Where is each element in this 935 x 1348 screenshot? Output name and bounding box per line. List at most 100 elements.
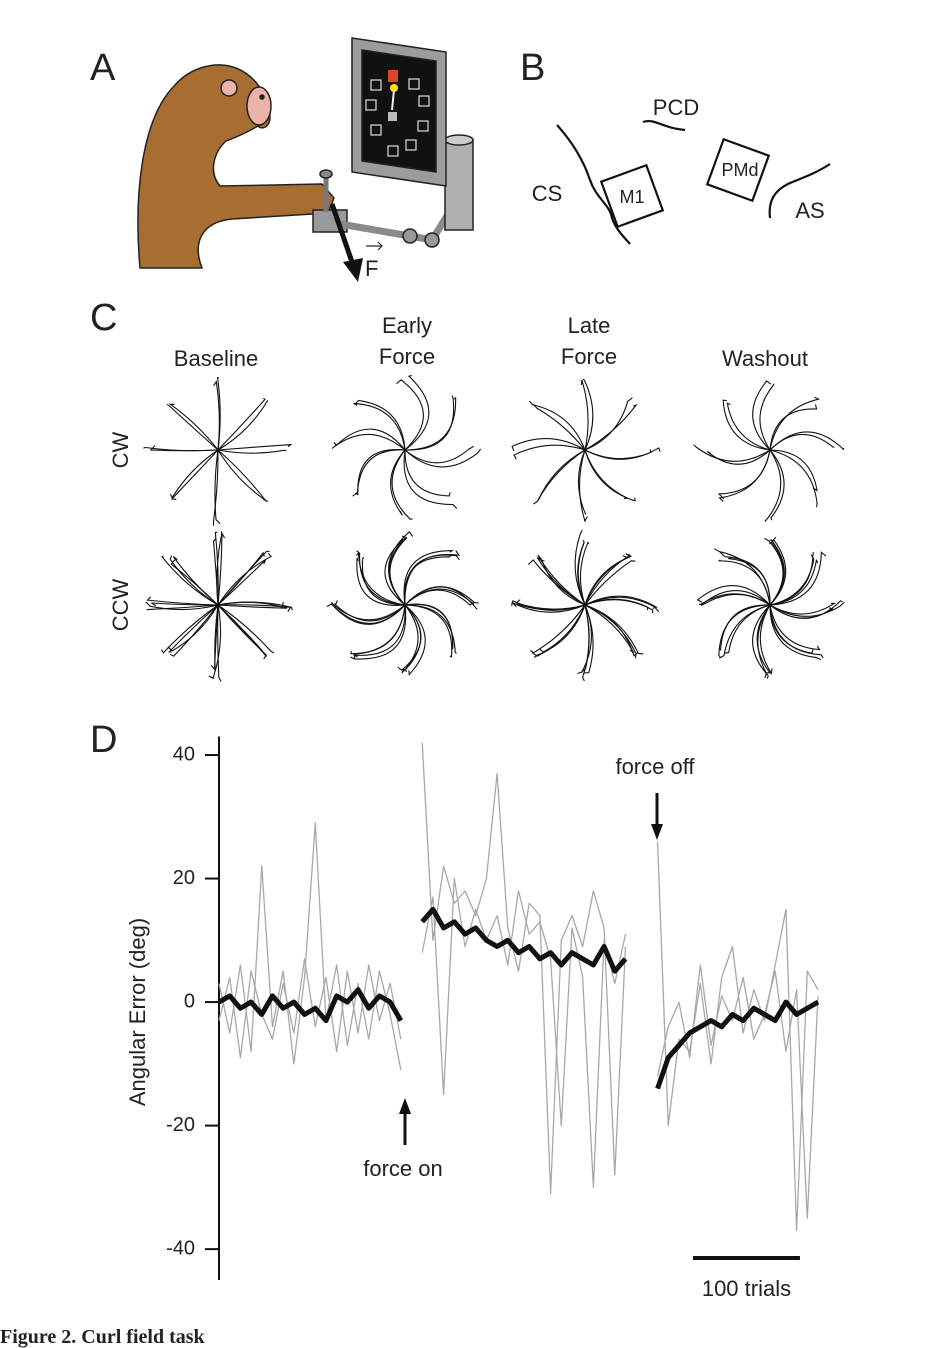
trajectory	[330, 602, 406, 621]
trajectory	[404, 589, 473, 606]
trajectory	[717, 559, 771, 606]
trajectory	[217, 604, 267, 660]
trajectory	[212, 449, 219, 526]
trajectory	[217, 604, 288, 609]
trajectory	[350, 604, 407, 660]
trajectory	[389, 535, 408, 606]
trajectory	[216, 377, 221, 451]
trajectory	[404, 550, 461, 606]
trajectory	[166, 403, 219, 451]
trajectory	[718, 604, 771, 658]
trajectory	[354, 449, 406, 496]
trajectory	[582, 604, 590, 682]
column-title: Force	[561, 344, 617, 369]
trajectory	[584, 560, 636, 606]
session-trace	[218, 877, 819, 1219]
trajectory	[584, 449, 636, 502]
trajectory	[764, 449, 782, 522]
annotation-arrow	[399, 793, 663, 1145]
trajectory	[214, 449, 221, 525]
annotation: force off	[615, 754, 695, 779]
region-label: M1	[619, 187, 644, 207]
plot-area: 40 20 0 -20 -40 100 trials	[166, 736, 820, 1301]
panel-label: D	[90, 719, 117, 761]
trajectory	[752, 604, 771, 679]
trajectory	[718, 604, 771, 651]
trajectory	[404, 448, 482, 468]
trajectory	[168, 403, 219, 451]
trajectory	[352, 402, 406, 451]
trajectory	[511, 438, 586, 452]
panel-label: C	[90, 297, 117, 339]
y-tick-label: 40	[173, 743, 195, 765]
trajectory	[584, 604, 644, 655]
annotation: force on	[363, 1156, 443, 1181]
trajectory	[513, 444, 586, 460]
region-label: AS	[795, 198, 824, 223]
trajectory	[515, 599, 586, 610]
trajectory	[584, 596, 660, 613]
trajectory	[722, 399, 771, 451]
trajectory	[728, 557, 771, 606]
trajectory	[404, 603, 454, 648]
column-title: Washout	[722, 346, 808, 371]
y-tick-label: 0	[184, 990, 195, 1012]
trajectory	[584, 604, 635, 654]
trajectory	[214, 531, 219, 606]
trajectory	[577, 449, 587, 515]
trajectory	[584, 403, 638, 451]
trajectory	[769, 604, 821, 651]
trajectory	[584, 447, 661, 460]
trajectory	[404, 604, 453, 658]
trajectory	[350, 604, 406, 655]
trajectory	[145, 601, 219, 611]
trajectory	[577, 542, 586, 606]
trajectory	[404, 449, 451, 497]
trajectory	[217, 551, 265, 606]
trajectory	[769, 604, 821, 660]
trajectory	[170, 449, 219, 499]
trajectory	[401, 604, 419, 674]
trajectory	[726, 402, 771, 451]
trajectory	[146, 596, 219, 606]
trajectory	[403, 449, 458, 509]
apparatus-illustration	[137, 37, 474, 282]
trajectory	[769, 404, 818, 451]
trajectory	[354, 399, 406, 451]
trajectory	[404, 396, 457, 451]
trajectory	[537, 554, 586, 606]
trajectory	[533, 604, 586, 658]
trajectory	[580, 379, 589, 451]
trajectory	[723, 604, 771, 654]
trajectory	[769, 551, 827, 606]
trajectory	[217, 604, 293, 611]
column-title: Force	[379, 344, 435, 369]
trajectory	[396, 379, 424, 451]
trajectory	[356, 550, 406, 606]
trajectory	[769, 396, 821, 451]
region-label: PCD	[653, 95, 699, 120]
trajectory	[210, 604, 219, 671]
session-trace	[218, 742, 819, 1232]
trajectory	[769, 449, 818, 508]
trajectory	[217, 559, 267, 606]
trajectory	[700, 590, 771, 606]
trajectory	[579, 449, 588, 523]
column-title: Baseline	[174, 346, 258, 371]
trajectory	[149, 445, 219, 452]
trajectory	[769, 604, 834, 619]
trajectory	[719, 551, 771, 606]
trajectory	[532, 403, 586, 451]
trajectory	[584, 553, 633, 606]
trajectory	[167, 604, 219, 652]
y-tick-label: 20	[173, 867, 195, 889]
trajectory	[404, 604, 426, 676]
trajectory	[582, 378, 594, 451]
trajectory	[333, 428, 406, 451]
trajectory	[354, 604, 406, 658]
trajectory	[404, 586, 479, 606]
trajectory	[769, 602, 837, 615]
trajectory	[208, 604, 222, 680]
trajectory	[217, 400, 269, 451]
